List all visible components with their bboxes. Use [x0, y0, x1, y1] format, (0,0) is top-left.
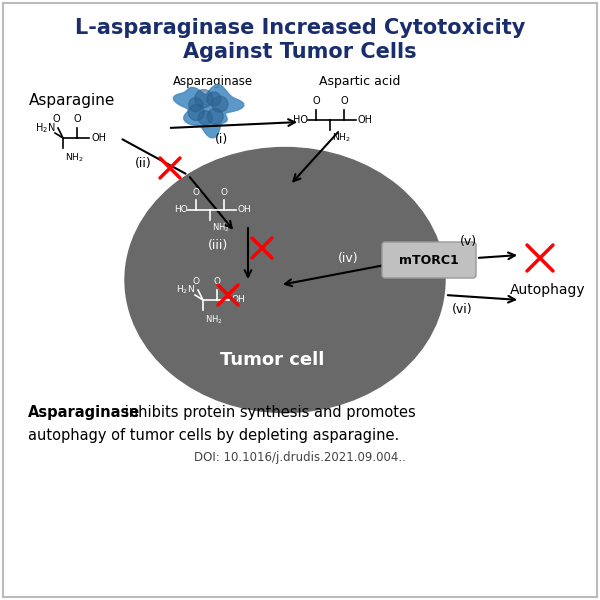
Text: NH$_2$: NH$_2$ — [65, 152, 83, 164]
Text: DOI: 10.1016/j.drudis.2021.09.004..: DOI: 10.1016/j.drudis.2021.09.004.. — [194, 451, 406, 463]
Text: OH: OH — [231, 295, 245, 304]
Text: Tumor cell: Tumor cell — [220, 351, 324, 369]
Text: H$_2$N: H$_2$N — [176, 284, 195, 296]
Text: Asparagine: Asparagine — [29, 92, 115, 107]
Text: Aspartic acid: Aspartic acid — [319, 76, 401, 88]
Text: OH: OH — [91, 133, 106, 143]
FancyBboxPatch shape — [382, 242, 476, 278]
Polygon shape — [173, 85, 244, 138]
Text: mTORC1: mTORC1 — [399, 253, 459, 266]
Circle shape — [195, 89, 213, 107]
Text: (i): (i) — [215, 133, 229, 145]
Text: O: O — [193, 277, 199, 286]
Text: (iii): (iii) — [208, 238, 228, 251]
Text: HO: HO — [174, 205, 188, 214]
Text: OH: OH — [238, 205, 252, 214]
Text: NH$_2$: NH$_2$ — [205, 314, 223, 326]
Text: Asparaginase: Asparaginase — [28, 405, 140, 420]
Text: O: O — [193, 188, 199, 197]
Text: O: O — [52, 114, 60, 124]
Text: H$_2$N: H$_2$N — [35, 121, 55, 135]
Text: Asparaginase: Asparaginase — [173, 76, 253, 88]
Text: HO: HO — [293, 115, 308, 125]
Text: inhibits protein synthesis and promotes: inhibits protein synthesis and promotes — [120, 405, 416, 420]
Circle shape — [189, 98, 203, 112]
Circle shape — [198, 111, 212, 125]
Text: O: O — [214, 277, 221, 286]
Text: (ii): (ii) — [134, 157, 151, 169]
Text: autophagy of tumor cells by depleting asparagine.: autophagy of tumor cells by depleting as… — [28, 428, 399, 443]
Text: (vi): (vi) — [452, 304, 472, 317]
Circle shape — [188, 104, 205, 121]
Text: OH: OH — [358, 115, 373, 125]
Text: Autophagy: Autophagy — [510, 283, 586, 297]
Text: O: O — [340, 96, 348, 106]
Text: Against Tumor Cells: Against Tumor Cells — [183, 42, 417, 62]
Ellipse shape — [125, 148, 445, 413]
Text: NH$_2$: NH$_2$ — [212, 222, 230, 235]
Text: (iv): (iv) — [338, 252, 358, 265]
Text: O: O — [221, 188, 227, 197]
Text: O: O — [312, 96, 320, 106]
Text: NH$_2$: NH$_2$ — [332, 132, 350, 145]
Circle shape — [212, 96, 228, 112]
Text: (v): (v) — [460, 235, 476, 248]
Circle shape — [207, 109, 223, 124]
Circle shape — [207, 92, 221, 106]
Text: L-asparaginase Increased Cytotoxicity: L-asparaginase Increased Cytotoxicity — [75, 18, 525, 38]
Text: O: O — [73, 114, 81, 124]
